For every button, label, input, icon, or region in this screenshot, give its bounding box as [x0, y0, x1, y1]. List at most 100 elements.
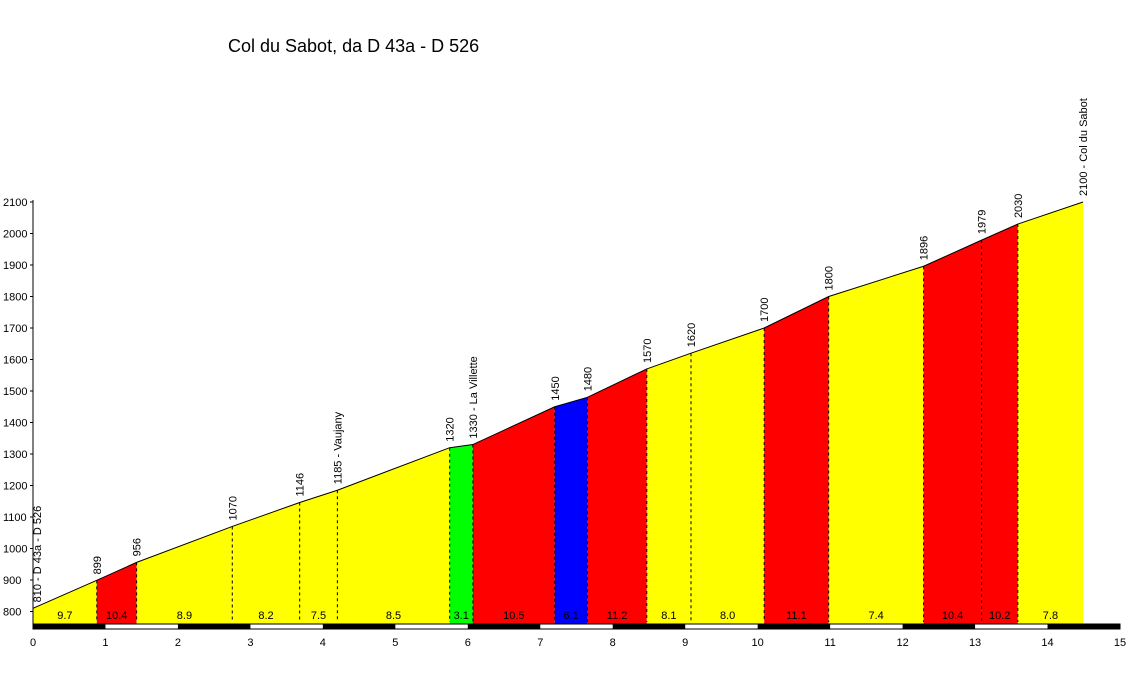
- gradient-segment-8: [472, 406, 555, 624]
- km-band-dark-12: [902, 624, 976, 629]
- altitude-label-18: 2100 - Col du Sabot: [1078, 98, 1090, 196]
- altitude-label-11: 1570: [642, 338, 654, 362]
- profile-line: [32, 201, 1084, 609]
- gradient-segment-1: [33, 580, 97, 624]
- altitude-label-2: 899: [92, 556, 104, 574]
- altitude-label-12: 1620: [686, 323, 698, 347]
- x-tick-label: 11: [824, 637, 835, 649]
- gradient-segment-11: [646, 353, 691, 624]
- km-band-dark-6: [467, 624, 541, 629]
- x-tick-label: 9: [682, 637, 688, 649]
- y-tick-label: 1200: [3, 481, 27, 493]
- km-band-dark-0: [33, 624, 106, 629]
- gradient-segment-2: [96, 562, 137, 624]
- gradient-label-6: 8.5: [386, 610, 401, 622]
- gradient-segment-12: [690, 328, 765, 624]
- gradient-segment-5: [299, 490, 338, 624]
- altitude-label-16: 1979: [977, 210, 989, 234]
- y-tick-label: 1900: [3, 260, 27, 272]
- gradient-label-8: 10.5: [503, 610, 524, 622]
- y-tick-label: 1700: [3, 323, 27, 335]
- y-tick-label: 2000: [3, 229, 27, 241]
- gradient-segment-14: [828, 266, 924, 624]
- gradient-label-16: 10.2: [989, 610, 1010, 622]
- x-axis: 0 1 2 3 4 5 6 7 8 9 10 11 12 13 14 15: [30, 623, 1126, 649]
- gradient-segment-9: [554, 397, 588, 624]
- altitude-label-6: 1185 - Vaujany: [332, 411, 344, 484]
- gradient-segment-10: [587, 368, 647, 624]
- profile-outline: [32, 201, 1084, 609]
- gradient-segment-7: [449, 444, 473, 624]
- x-tick-label: 12: [896, 637, 908, 649]
- y-tick-label: 1400: [3, 418, 27, 430]
- x-tick-label: 13: [969, 637, 981, 649]
- y-tick-label: 1000: [3, 544, 27, 556]
- y-tick-label: 1600: [3, 355, 27, 367]
- gradient-label-13: 11.1: [786, 610, 807, 622]
- x-tick-label: 14: [1041, 637, 1053, 649]
- gradient-label-15: 10.4: [942, 610, 963, 622]
- altitude-label-3: 956: [132, 538, 144, 556]
- x-tick-label: 1: [102, 637, 108, 649]
- gradient-segment-3: [136, 526, 233, 624]
- altitude-label-5: 1146: [295, 473, 307, 497]
- gradient-label-12: 8.0: [720, 610, 735, 622]
- km-band-dark-14: [1047, 624, 1120, 629]
- x-tick-label: 0: [30, 637, 36, 649]
- km-band-dark-8: [612, 624, 686, 629]
- altitude-label-7: 1320: [445, 417, 457, 441]
- y-tick-label: 1800: [3, 292, 27, 304]
- gradient-segment-13: [764, 296, 829, 624]
- y-tick-label: 2100: [3, 197, 27, 209]
- x-tick-label: 8: [610, 637, 616, 649]
- x-tick-label: 10: [752, 637, 764, 649]
- y-axis: 800 900 1000 1100 1200 1300 1400 1500 1600 1700 18…: [3, 197, 34, 624]
- km-band-dark-4: [322, 624, 396, 629]
- altitude-label-17: 2030: [1013, 194, 1025, 218]
- gradient-segments: [33, 202, 1084, 625]
- x-tick-label: 5: [392, 637, 398, 649]
- x-tick-label: 15: [1114, 637, 1126, 649]
- altitude-label-14: 1800: [824, 266, 836, 290]
- gradient-label-4: 8.2: [258, 610, 273, 622]
- gradient-segment-15: [923, 240, 982, 625]
- gradient-label-2: 10.4: [106, 610, 127, 622]
- altitude-label-15: 1896: [919, 236, 931, 260]
- altitude-label-1: 810 - D 43a - D 526: [32, 506, 44, 603]
- gradient-label-9: 6.1: [563, 610, 578, 622]
- altitude-point-labels: 810 - D 43a - D 526 899 956 1070 1146 1185 - …: [32, 98, 1090, 602]
- altitude-label-4: 1070: [227, 496, 239, 520]
- gradient-label-17: 7.8: [1043, 610, 1058, 622]
- altitude-label-13: 1700: [759, 298, 771, 322]
- gradient-label-7: 3.1: [454, 610, 469, 622]
- x-tick-label: 7: [537, 637, 543, 649]
- x-tick-label: 4: [320, 637, 326, 649]
- segment-dividers: [96, 224, 1019, 622]
- y-tick-label: 900: [3, 575, 21, 587]
- gradient-label-11: 8.1: [661, 610, 676, 622]
- altitude-label-10: 1480: [582, 367, 594, 391]
- gradient-segment-16: [981, 224, 1018, 625]
- gradient-segment-4: [232, 502, 300, 624]
- chart-title: Col du Sabot, da D 43a - D 526: [228, 36, 479, 56]
- gradient-label-3: 8.9: [177, 610, 192, 622]
- gradient-segment-17: [1017, 202, 1084, 624]
- altitude-label-9: 1450: [550, 376, 562, 400]
- x-tick-label: 2: [175, 637, 181, 649]
- gradient-segment-6: [337, 447, 450, 624]
- y-tick-label: 800: [3, 607, 21, 619]
- km-band-dark-10: [757, 624, 831, 629]
- altitude-label-8: 1330 - La Villette: [468, 356, 480, 438]
- gradient-label-14: 7.4: [869, 610, 884, 622]
- gradient-labels: 9.7 10.4 8.9 8.2 7.5 8.5 3.1 10.5 6.1 11.2 8.1 8.0 1…: [57, 610, 1058, 622]
- gradient-label-10: 11.2: [607, 610, 628, 622]
- gradient-label-1: 9.7: [57, 610, 72, 622]
- x-tick-label: 6: [465, 637, 471, 649]
- x-tick-label: 3: [247, 637, 253, 649]
- y-tick-label: 1500: [3, 386, 27, 398]
- km-band-dark-2: [177, 624, 251, 629]
- gradient-label-5: 7.5: [311, 610, 326, 622]
- y-tick-label: 1300: [3, 449, 27, 461]
- y-tick-label: 1100: [3, 512, 27, 524]
